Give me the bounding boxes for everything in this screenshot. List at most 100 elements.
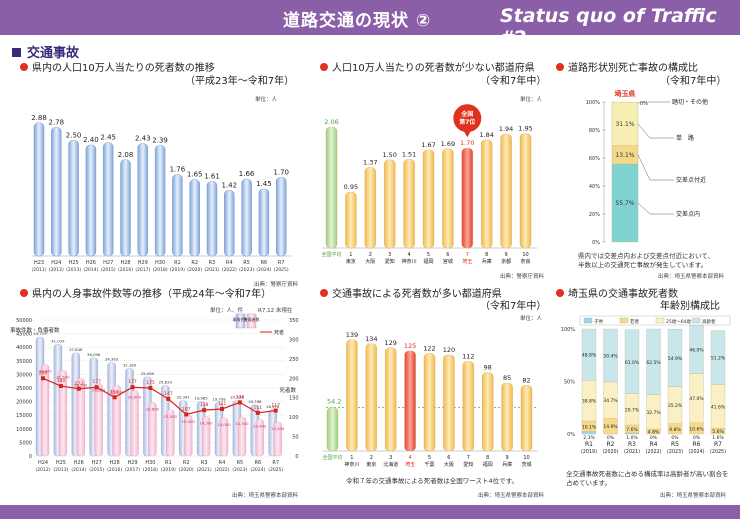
chart6-note: 全交通事故死者数に占める構成率は高齢者が高い割合を 占めています。	[566, 470, 729, 487]
chart1-source: 出典：警察庁資料	[254, 282, 299, 288]
chart5-tick-rank: 8	[486, 455, 489, 461]
chart2-value-label: 1.37	[363, 159, 377, 167]
section-title-text: 交通事故	[27, 46, 80, 61]
chart5-tick-rank: 全国平均	[322, 454, 342, 461]
chart5-tick-name: 福岡	[483, 461, 493, 468]
chart4-unit-note: R7,12 末現在	[258, 308, 293, 314]
chart4-deaths-label: 121	[218, 401, 227, 407]
chart4-ytick-right: 50	[292, 435, 298, 441]
chart4-source: 出典：埼玉県警察本部資料	[232, 493, 299, 499]
chart1-bar	[85, 144, 97, 257]
header-bar: 道路交通の現状 ② Status quo of Traffic #2	[0, 0, 740, 49]
chart6-tick-label: R4	[650, 441, 658, 448]
chart6-segment-label: 32.7%	[646, 410, 661, 416]
chart4-ytick-right: 150	[289, 396, 299, 402]
chart6-legend-swatch	[619, 317, 629, 324]
chart4-ytick-right: 100	[289, 415, 299, 421]
chart1-bar	[172, 174, 183, 257]
chart4-accidents-label: 29,069	[141, 371, 155, 376]
chart1-tick-year: (2024)	[256, 267, 271, 273]
chart6-segment	[624, 329, 640, 394]
chart3-segment-name: 交差点内	[676, 210, 700, 218]
bullet-icon	[556, 289, 564, 297]
chart2-bar	[519, 133, 532, 249]
chart4-ytick-left: 20000	[16, 400, 32, 406]
chart5-bar	[520, 385, 533, 452]
chart5-tick-rank: 4	[409, 455, 412, 461]
chart2-tick-rank: 6	[446, 252, 449, 258]
chart4-legend-label: 事故件数	[233, 316, 249, 322]
chart5-value-label: 122	[423, 344, 435, 352]
chart6-segment-label: 7.6%	[626, 427, 638, 433]
chart5-average-label: 54.2	[327, 398, 341, 406]
chart4-deaths-label: 175	[146, 380, 155, 386]
chart4-deaths-marker	[76, 386, 81, 391]
chart1-tick-label: H26	[86, 260, 96, 266]
chart4-tick-year: (2020)	[179, 467, 194, 473]
chart6-segment-label: 35.2%	[668, 403, 683, 409]
chart4-deaths-label: 147	[164, 391, 173, 397]
chart4-accidents-label: 18,788	[248, 399, 262, 404]
chart6-segment	[689, 325, 704, 374]
chart4-deaths-marker	[255, 410, 260, 415]
chart2-bar	[364, 167, 376, 249]
chart4-tick-label: H27	[92, 460, 102, 466]
chart5-bar	[365, 343, 377, 452]
chart1-bar	[102, 142, 114, 257]
chart4-deaths-marker	[94, 385, 99, 390]
chart5-tick-rank: 3	[389, 455, 392, 461]
chart5-tick-name: 東京	[366, 461, 376, 468]
chart3-subtitle: （令和7年中）	[660, 76, 727, 87]
chart4-ytick-right: 0	[295, 454, 298, 460]
chart6-tick-year: (2020)	[603, 449, 619, 455]
chart1-tick-year: (2018)	[153, 267, 168, 273]
chart3-leader-line	[637, 123, 674, 139]
chart4-ytick-left: 5000	[19, 440, 32, 446]
chart1-bar	[258, 188, 270, 257]
chart6-ytick: 100%	[561, 327, 576, 333]
chart1-value-label: 1.45	[256, 180, 272, 188]
chart4-bar-injured	[58, 370, 68, 457]
chart5-value-label: 139	[346, 331, 358, 339]
chart6-tick-year: (2023)	[667, 449, 683, 455]
chart4-tick-year: (2022)	[215, 467, 230, 473]
section-title: 交通事故	[12, 42, 79, 61]
chart5-bar	[501, 382, 513, 452]
chart3-ytick: 0%	[592, 240, 600, 246]
chart4-injured-label: 14,300	[235, 421, 249, 426]
chart3-ytick: 60%	[589, 156, 600, 162]
chart6-segment-label: 34.7%	[603, 398, 618, 404]
chart2-callout-badge	[453, 104, 482, 133]
chart4-injured-label: 31,500	[56, 374, 70, 379]
chart6-subtitle: 年齢別構成比	[660, 301, 720, 312]
chart6-segment-label: 0%	[607, 435, 615, 441]
chart6-legend-label: 25歳～64歳	[666, 318, 691, 325]
chart2-bar	[403, 159, 415, 249]
chart2-bar	[461, 148, 473, 249]
chart5-value-label: 98	[484, 364, 492, 372]
chart5-tick-name: 神奈川	[344, 461, 359, 468]
chart5-tick-rank: 2	[370, 455, 373, 461]
chart1-tick-year: (2017)	[135, 267, 150, 273]
chart5-tick-name: 北海道	[383, 461, 398, 468]
chart5-tick-rank: 6	[447, 455, 450, 461]
chart4-deaths-label: 117	[271, 403, 280, 409]
chart3-segment-name: 交差点付近	[676, 176, 706, 184]
chart2-value-label: 1.51	[402, 150, 416, 158]
chart1-tick-year: (2019)	[170, 267, 185, 273]
chart3-segment-name: 単 路	[676, 134, 694, 142]
chart4-bar-injured	[273, 421, 282, 457]
chart6-segment-label: 47.0%	[689, 396, 704, 402]
chart4-tick-year: (2021)	[197, 467, 212, 473]
chart5-tick-name: 埼玉	[405, 461, 415, 468]
chart1-unit: 単位：人	[255, 97, 278, 103]
chart1-tick-year: (2014)	[83, 267, 98, 273]
chart6-tick-year: (2025)	[710, 449, 726, 455]
chart1-tick-label: H27	[103, 260, 113, 266]
chart1-value-label: 2.39	[152, 136, 168, 144]
chart3-ytick: 80%	[589, 128, 600, 134]
chart2-tick-name: 神奈川	[402, 258, 417, 265]
chart3-leader-line	[637, 154, 674, 181]
chart1-tick-year: (2025)	[274, 267, 289, 273]
